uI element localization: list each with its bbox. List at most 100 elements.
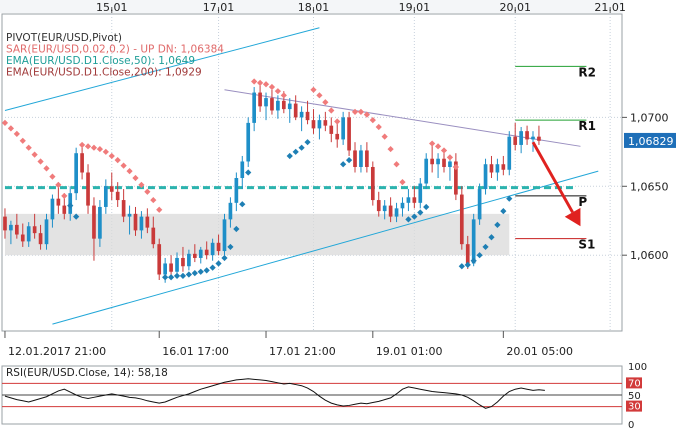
candle-body xyxy=(436,158,440,165)
candle-body xyxy=(477,189,482,220)
sar-point xyxy=(84,143,92,150)
top-axis-label: 19.01 xyxy=(399,1,431,14)
candle-body xyxy=(382,205,387,212)
candle-body xyxy=(281,100,286,110)
candle-body xyxy=(56,198,61,206)
top-axis-label: 20.01 xyxy=(499,1,531,14)
candle-body xyxy=(483,164,488,190)
candle-body xyxy=(424,158,429,184)
candle-body xyxy=(394,208,399,217)
sar-point xyxy=(227,243,234,251)
rsi-level-label: 0 xyxy=(628,420,634,431)
candle-body xyxy=(121,200,126,217)
candle-body xyxy=(139,216,144,231)
candle-body xyxy=(323,120,328,126)
candle-body xyxy=(299,111,304,118)
rsi-level-label: 50 xyxy=(628,391,641,402)
candle-body xyxy=(240,161,245,179)
candle-body xyxy=(270,98,274,111)
bottom-axis-label: 20.01 05:00 xyxy=(506,345,573,358)
candle-body xyxy=(388,205,393,217)
legend-entry: EMA(EUR/USD.D1.Close,50): 1,0649 xyxy=(6,55,195,67)
sar-point xyxy=(458,263,465,270)
sar-point xyxy=(470,257,477,264)
candle-body xyxy=(62,205,67,214)
candle-body xyxy=(400,202,405,209)
candle-body xyxy=(264,98,268,107)
candle-body xyxy=(20,234,25,242)
candle-body xyxy=(228,202,233,220)
sar-point xyxy=(464,261,471,268)
rsi-title: RSI(EUR/USD.Close, 14): 58,18 xyxy=(6,367,168,379)
candle-body xyxy=(145,216,150,228)
candle-body xyxy=(501,164,506,170)
rsi-level-label: 100 xyxy=(628,362,647,373)
candle-body xyxy=(507,136,512,170)
candle-body xyxy=(293,103,298,118)
candle-body xyxy=(38,233,43,245)
rsi-line xyxy=(4,378,545,409)
top-axis-label: 18.01 xyxy=(298,1,330,14)
candle-body xyxy=(430,158,434,165)
candle-body xyxy=(412,197,417,203)
candle-body xyxy=(204,249,209,256)
price-chart: 15.01 17.01 18.01 19.01 20.01 21.01 1,0600 1,06… xyxy=(0,0,676,358)
candle-body xyxy=(370,166,375,201)
sar-point xyxy=(423,203,430,211)
sar-point xyxy=(156,206,163,213)
sar-point xyxy=(37,158,44,165)
sar-point xyxy=(286,152,293,160)
bottom-axis-label: 12.01.2017 21:00 xyxy=(8,345,106,358)
bottom-axis-label: 16.01 17:00 xyxy=(162,345,229,358)
candle-body xyxy=(406,197,411,203)
y-axis-label: 1,0700 xyxy=(630,111,669,124)
candle-body xyxy=(44,219,49,245)
candle-body xyxy=(418,183,423,203)
candle-body xyxy=(531,136,535,140)
sar-point xyxy=(61,192,68,200)
candle-body xyxy=(287,103,292,110)
legend-entry: SAR(EUR/USD,0.02,0.2) - UP DN: 1,06384 xyxy=(6,44,224,56)
candle-body xyxy=(92,205,96,239)
support-zone xyxy=(4,213,510,256)
trendline-upper-channel xyxy=(4,27,320,111)
candle-body xyxy=(335,133,340,140)
sar-point xyxy=(25,144,32,151)
candle-body xyxy=(133,213,138,231)
candle-body xyxy=(216,242,221,252)
candle-body xyxy=(258,92,262,107)
candle-body xyxy=(151,227,156,245)
candle-body xyxy=(169,263,173,272)
candle-body xyxy=(50,198,55,220)
candle-body xyxy=(365,150,369,167)
candle-body xyxy=(192,253,197,258)
candle-body xyxy=(489,164,494,173)
forecast-arrow-shaft xyxy=(531,141,574,214)
sar-point xyxy=(78,141,86,149)
forecast-arrow-head xyxy=(564,207,581,227)
candle-body xyxy=(465,244,470,264)
top-axis-label: 21.01 xyxy=(594,1,626,14)
candle-body xyxy=(341,117,345,140)
candle-body xyxy=(305,111,310,121)
candle-body xyxy=(276,100,280,111)
candle-body xyxy=(181,257,185,267)
candle-body xyxy=(14,224,19,235)
candle-body xyxy=(513,136,518,145)
sar-point xyxy=(434,143,442,150)
sar-point xyxy=(19,137,26,144)
candle-body xyxy=(198,249,203,258)
candle-body xyxy=(246,122,251,162)
candle-body xyxy=(32,226,37,234)
candle-body xyxy=(109,186,114,192)
candle-body xyxy=(157,244,162,275)
sar-point xyxy=(49,173,56,180)
bottom-axis-label: 17.01 21:00 xyxy=(269,345,336,358)
sar-point xyxy=(13,130,20,138)
sar-point xyxy=(304,139,311,146)
candle-body xyxy=(115,191,120,201)
last-price-badge xyxy=(624,132,676,148)
candle-body xyxy=(163,263,167,275)
